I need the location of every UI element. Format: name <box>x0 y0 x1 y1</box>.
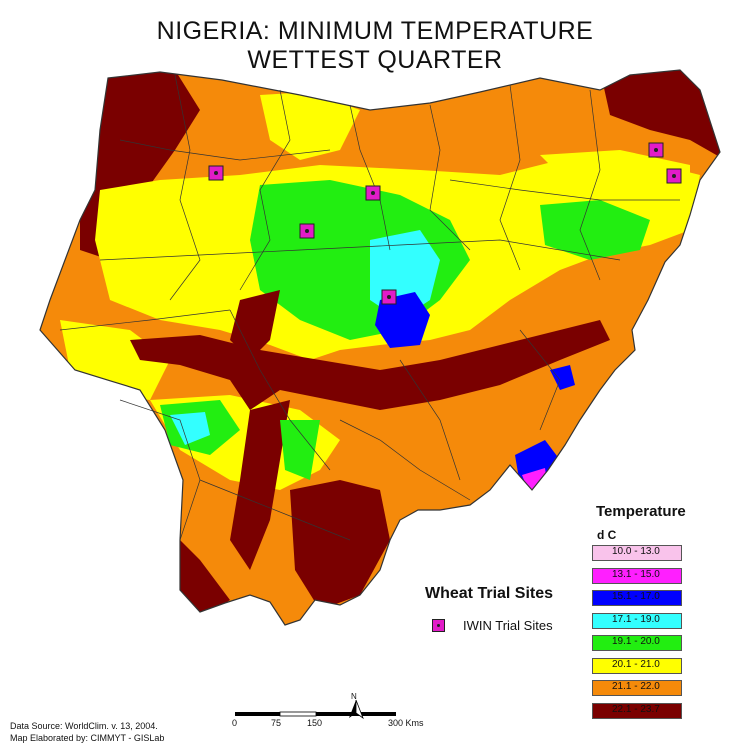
legend-label: 19.1 - 20.0 <box>612 636 660 647</box>
legend-swatch <box>592 567 682 584</box>
legend-swatch <box>592 702 682 719</box>
trial-site-marker[interactable] <box>381 289 397 305</box>
scale-label-150: 150 <box>307 718 323 728</box>
zone-15-17-jos <box>375 292 430 348</box>
legend-unit: d C <box>597 528 617 542</box>
sites-legend-marker-icon <box>432 619 445 632</box>
scale-label-300: 300 Kms <box>388 718 424 728</box>
legend-swatch <box>592 545 682 561</box>
legend-item: 21.1 - 22.0 <box>592 678 712 699</box>
scale-bar <box>235 711 396 717</box>
zone-15-17-east <box>550 365 575 390</box>
legend-swatch <box>592 680 682 696</box>
credit-note: Map Elaborated by: CIMMYT - GISLab <box>10 733 165 743</box>
zone-22-23-northeast <box>600 70 720 160</box>
zone-19-20-northeast <box>540 200 650 260</box>
legend-swatch <box>592 657 682 674</box>
scale-label-0: 0 <box>232 718 238 728</box>
trial-site-marker[interactable] <box>208 165 224 181</box>
zone-19-20-delta-north <box>280 420 320 480</box>
scale-label-75: 75 <box>271 718 282 728</box>
data-source-note: Data Source: WorldClim. v. 13, 2004. <box>10 721 158 731</box>
trial-site-marker[interactable] <box>299 223 315 239</box>
trial-site-marker[interactable] <box>648 142 664 158</box>
legend-label: 21.1 - 22.0 <box>612 681 660 692</box>
zone-22-23-benue-valley <box>130 320 610 410</box>
map-title-line1: NIGERIA: MINIMUM TEMPERATURE <box>156 17 594 45</box>
trial-site-marker[interactable] <box>666 168 682 184</box>
legend-swatch <box>592 612 682 629</box>
north-label: N <box>351 692 357 701</box>
trial-site-marker[interactable] <box>365 185 381 201</box>
legend-swatch <box>592 590 682 606</box>
zone-20-21-east <box>540 150 690 190</box>
legend-title: Temperature <box>596 503 686 520</box>
legend-item: 19.1 - 20.0 <box>592 633 712 654</box>
sites-legend-label: IWIN Trial Sites <box>463 618 553 633</box>
legend-item: 20.1 - 21.0 <box>592 656 712 677</box>
trial-sites <box>208 142 682 305</box>
legend-label: 17.1 - 19.0 <box>612 613 660 625</box>
sites-legend-title: Wheat Trial Sites <box>425 585 554 602</box>
zone-22-23-coast-east <box>290 480 390 610</box>
state-boundaries <box>59 74 680 541</box>
legend-label: 10.0 - 13.0 <box>612 546 660 557</box>
zone-22-23-lower-niger <box>230 400 290 570</box>
legend-label: 15.1 - 17.0 <box>612 591 660 602</box>
legend-label: 22.1 - 23.7 <box>612 703 660 715</box>
legend-item: 17.1 - 19.0 <box>592 611 712 632</box>
legend-item: 22.1 - 23.7 <box>592 701 712 722</box>
zone-20-21-sokoto <box>260 92 360 160</box>
legend-item: 13.1 - 15.0 <box>592 566 712 587</box>
legend-label: 13.1 - 15.0 <box>612 568 660 580</box>
zone-22-23-niger-valley <box>230 290 280 360</box>
legend-label: 20.1 - 21.0 <box>612 658 660 670</box>
north-arrow-icon <box>349 699 364 720</box>
map-title-line2: WETTEST QUARTER <box>247 46 503 74</box>
legend-item: 10.0 - 13.0 <box>592 543 712 564</box>
legend-swatch <box>592 635 682 651</box>
legend-item: 15.1 - 17.0 <box>592 588 712 609</box>
